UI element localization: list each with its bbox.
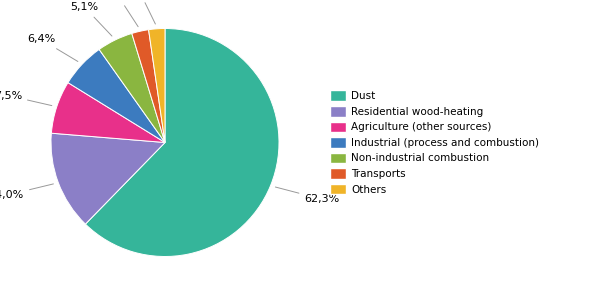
Wedge shape bbox=[85, 28, 279, 256]
Text: 6,4%: 6,4% bbox=[27, 34, 78, 62]
Wedge shape bbox=[149, 28, 165, 142]
Legend: Dust, Residential wood-heating, Agriculture (other sources), Industrial (process: Dust, Residential wood-heating, Agricult… bbox=[327, 87, 542, 198]
Text: 2,4%: 2,4% bbox=[104, 0, 138, 27]
Wedge shape bbox=[68, 49, 165, 142]
Wedge shape bbox=[132, 30, 165, 142]
Text: 14,0%: 14,0% bbox=[0, 184, 53, 200]
Wedge shape bbox=[99, 33, 165, 142]
Wedge shape bbox=[51, 133, 165, 224]
Text: 2,3%: 2,3% bbox=[126, 0, 155, 24]
Text: 7,5%: 7,5% bbox=[0, 91, 52, 106]
Text: 62,3%: 62,3% bbox=[275, 187, 340, 204]
Text: 5,1%: 5,1% bbox=[71, 2, 112, 36]
Wedge shape bbox=[52, 83, 165, 142]
